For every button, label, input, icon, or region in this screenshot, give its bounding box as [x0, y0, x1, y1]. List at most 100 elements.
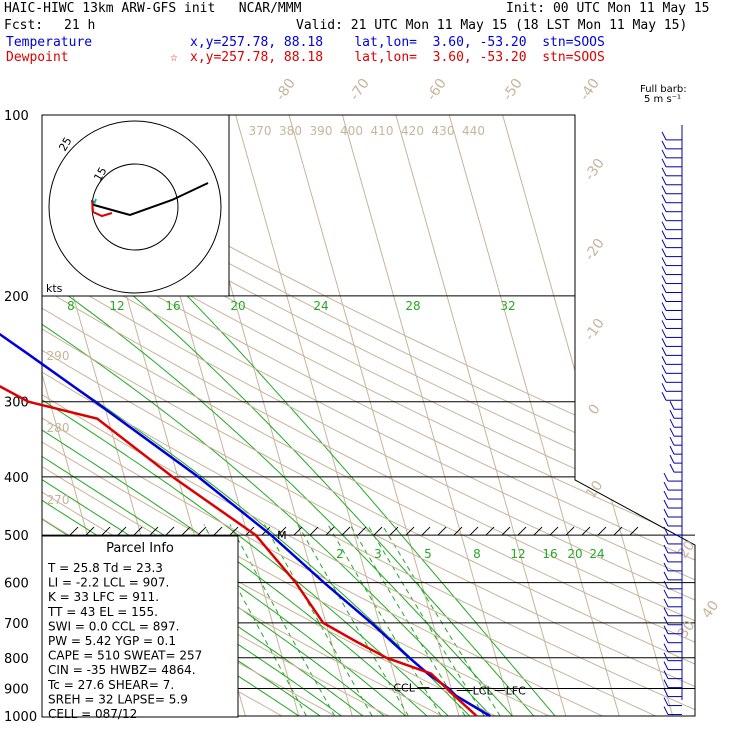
wind-barb-flag	[661, 248, 667, 257]
hatch-mark	[341, 526, 351, 536]
wind-barb-flag	[663, 508, 669, 518]
wind-barb-flag	[663, 553, 669, 563]
wind-barb-flag	[663, 661, 669, 670]
m-label: M	[277, 529, 287, 542]
wind-barb-flag	[661, 383, 667, 392]
hatch-mark	[149, 526, 159, 536]
init-time: Init: 00 UTC Mon 11 May 15	[506, 1, 710, 16]
dry-adiabat-line	[42, 115, 695, 716]
temperature-legend-label: Temperature	[6, 35, 93, 50]
wind-barb-flag	[661, 338, 667, 347]
hatch-mark	[85, 526, 95, 536]
moist-adiabat-label: 12	[109, 299, 124, 313]
isotherm-line	[288, 115, 460, 716]
pressure-tick-label: 300	[4, 396, 29, 411]
isotherm-label: -60	[424, 76, 450, 104]
full-barb-label: Full barb:	[640, 84, 687, 95]
hatch-mark	[373, 526, 383, 536]
theta-label: 380	[279, 124, 302, 138]
wind-barb-flag	[663, 490, 669, 500]
wind-barb-flag	[663, 625, 669, 634]
hatch-mark	[133, 526, 143, 536]
wind-barb-flag	[661, 167, 667, 177]
parcel-info-row: T = 25.8 Td = 23.3	[47, 561, 163, 575]
theta-label: 370	[249, 124, 272, 138]
dewpoint-legend-label: Dewpoint	[6, 50, 69, 65]
moist-adiabat-line	[159, 268, 556, 716]
wind-barb-flag	[661, 212, 667, 221]
hatch-mark	[597, 526, 607, 536]
wind-barb-flag	[663, 598, 669, 608]
wind-barb-flag	[663, 580, 669, 590]
mixing-ratio-label: 12	[510, 547, 525, 561]
hatch-mark	[581, 526, 591, 536]
wind-barb-flag	[661, 374, 667, 383]
pressure-tick-label: 400	[4, 471, 29, 486]
wind-barb-flag	[663, 670, 669, 679]
wind-barb-flag	[661, 329, 667, 338]
wind-barb-flag	[663, 544, 669, 554]
wind-barb-flag	[661, 203, 667, 212]
wind-barb-flag	[663, 652, 669, 661]
wind-barb-flag	[663, 679, 669, 688]
isotherm-label: 10	[583, 478, 606, 502]
wind-barb-flag	[661, 347, 667, 356]
isotherm-line	[341, 115, 513, 716]
moist-adiabat-label: 20	[230, 299, 245, 313]
hodograph-ring-label: 25	[56, 135, 74, 154]
moist-adiabat-line	[42, 267, 428, 716]
dry-adiabat-line	[42, 115, 695, 716]
hatch-mark	[229, 526, 239, 536]
hatch-mark	[325, 526, 335, 536]
hatch-mark	[293, 526, 303, 536]
wind-barb-flag	[661, 293, 667, 302]
parcel-info-row: LI = -2.2 LCL = 907.	[48, 576, 169, 590]
hatch-mark	[565, 526, 575, 536]
mixing-ratio-label: 20	[567, 547, 582, 561]
wind-barb-flag	[661, 149, 667, 159]
mixing-ratio-line	[264, 524, 373, 716]
mixing-ratio-label: 2	[336, 547, 344, 561]
lfc-label: LFC	[506, 685, 526, 698]
mixing-ratio-line	[297, 524, 409, 716]
pressure-tick-label: 100	[4, 109, 29, 124]
wind-barb-flag	[661, 320, 667, 329]
hatch-mark	[469, 526, 479, 536]
moist-adiabat-label: 24	[313, 299, 328, 313]
hodograph-trace-lower	[91, 199, 113, 218]
moist-adiabat-label: 28	[405, 299, 420, 313]
theta-label: 420	[401, 124, 424, 138]
dry-adiabat-line	[42, 115, 695, 716]
hatch-mark	[69, 526, 79, 536]
wind-barb-flag	[661, 275, 667, 284]
wind-barb-flag	[661, 140, 667, 150]
dry-adiabat-line	[42, 115, 695, 716]
wind-barb-flag	[661, 230, 667, 239]
pressure-tick-label: 1000	[4, 710, 37, 725]
hatch-mark	[213, 526, 223, 536]
mixing-ratio-label: 8	[473, 547, 481, 561]
wind-barb-flag	[661, 221, 667, 230]
hatch-mark	[165, 526, 175, 536]
hatch-mark	[197, 526, 207, 536]
wind-barb-flag	[663, 526, 669, 536]
chart-title: HAIC-HIWC 13km ARW-GFS init NCAR/MMM	[4, 1, 302, 16]
wind-barb-flag	[669, 427, 675, 437]
wind-barb-flag	[661, 257, 667, 266]
parcel-info-row: CELL = 087/12	[48, 707, 137, 721]
temperature-legend-info: x,y=257.78, 88.18 lat,lon= 3.60, -53.20 …	[190, 35, 605, 50]
hodograph-trace	[91, 182, 209, 217]
hatch-mark	[533, 526, 543, 536]
wind-barb-flag	[669, 436, 675, 446]
hatch-mark	[485, 526, 495, 536]
dry-adiabat-line	[42, 115, 695, 716]
parcel-info-row: K = 33 LFC = 911.	[48, 590, 159, 604]
wind-barb-flag	[669, 418, 675, 428]
mixing-ratio-label: 16	[542, 547, 557, 561]
wind-barb-flag	[661, 131, 667, 141]
dry-adiabat-line	[42, 115, 695, 716]
parcel-info-title: Parcel Info	[106, 541, 174, 556]
isotherm-label: -70	[347, 76, 373, 104]
theta-label: 390	[310, 124, 333, 138]
